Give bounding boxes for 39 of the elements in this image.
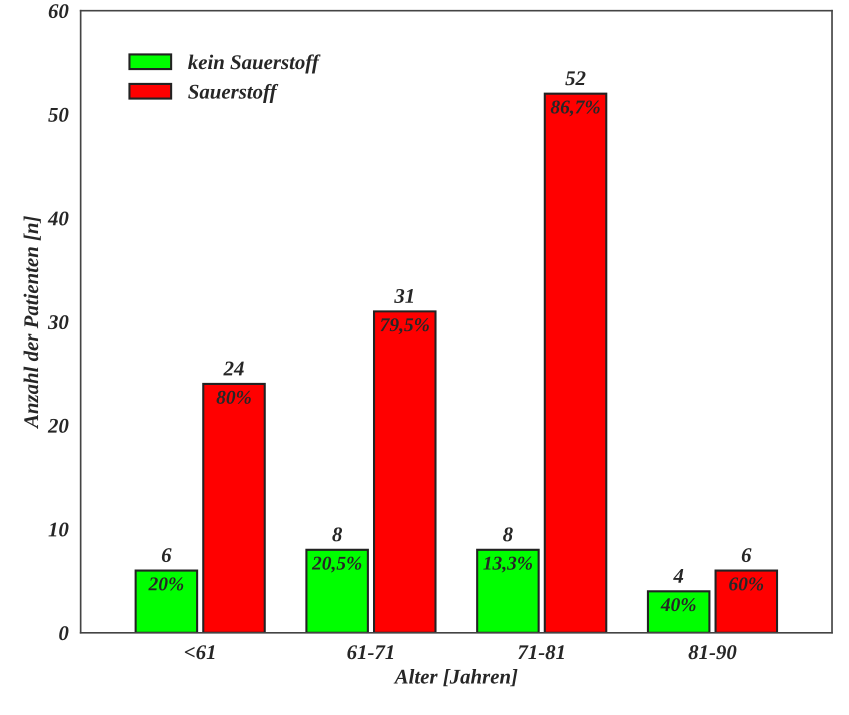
annotation: 80%: [216, 390, 251, 404]
y-tick-label: 10: [48, 522, 68, 537]
y-axis-title: Anzahl der Patienten [n]: [24, 216, 41, 430]
y-tick-label: 30: [48, 315, 68, 330]
y-tick-label: 0: [59, 626, 68, 640]
x-tick-label: 71-81: [518, 645, 564, 660]
x-axis-title: Alter [Jahren]: [394, 669, 518, 686]
x-tick-label: 81-90: [688, 645, 736, 660]
data-label: 6: [742, 548, 752, 562]
annotation: 86,7%: [550, 100, 600, 116]
annotation: 79,5%: [380, 318, 429, 334]
y-tick-label: 40: [48, 211, 68, 226]
data-label: 52: [565, 71, 586, 86]
data-label: 4: [673, 568, 684, 583]
data-label: 8: [332, 527, 342, 542]
annotation: 40%: [660, 598, 696, 612]
bar: [714, 570, 778, 633]
y-tick-label: 50: [48, 108, 68, 122]
annotation: 20,5%: [312, 556, 362, 573]
bar: [372, 310, 437, 633]
bar: [134, 570, 198, 633]
bar: [476, 548, 540, 633]
legend-label: Sauerstoff: [188, 84, 278, 103]
annotation: 20%: [148, 577, 184, 591]
y-tick-label: 60: [48, 4, 68, 18]
data-label: 31: [394, 288, 414, 303]
x-tick-label: <61: [184, 645, 214, 660]
data-label: 8: [503, 527, 513, 542]
data-label: 24: [223, 362, 244, 376]
x-tick-label: 61-71: [347, 645, 394, 660]
y-tick-label: 20: [48, 418, 68, 433]
legend-label: kein Sauerstoff: [188, 54, 321, 74]
bar: [305, 548, 369, 633]
annotation: 13,3%: [483, 556, 532, 573]
data-label: 6: [162, 548, 172, 562]
annotation: 60%: [729, 577, 764, 591]
bar: [544, 92, 608, 633]
bar: [202, 382, 266, 633]
bar: [646, 590, 710, 633]
